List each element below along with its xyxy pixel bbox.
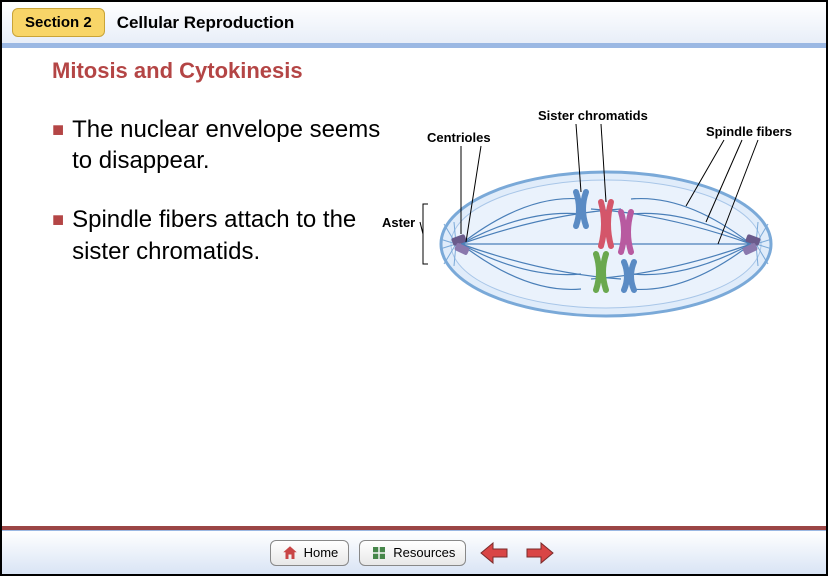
list-item: ■ Spindle fibers attach to the sister ch… (52, 204, 396, 266)
label-sister-chromatids: Sister chromatids (538, 108, 648, 123)
chapter-title: Cellular Reproduction (117, 13, 295, 33)
label-aster: Aster (382, 215, 415, 230)
bullet-text: The nuclear envelope seems to disappear. (72, 114, 396, 176)
home-label: Home (304, 545, 339, 560)
next-button[interactable] (522, 538, 558, 568)
bullet-text: Spindle fibers attach to the sister chro… (72, 204, 396, 266)
footer-nav: Home Resources (2, 530, 826, 574)
slide: Section 2 Cellular Reproduction Mitosis … (0, 0, 828, 576)
list-item: ■ The nuclear envelope seems to disappea… (52, 114, 396, 176)
cell-svg (406, 114, 806, 344)
content: ■ The nuclear envelope seems to disappea… (2, 84, 826, 344)
resources-button[interactable]: Resources (359, 540, 466, 566)
prev-button[interactable] (476, 538, 512, 568)
section-tab: Section 2 (12, 8, 105, 37)
arrow-right-icon (523, 539, 557, 567)
cell-diagram: Centrioles Sister chromatids Spindle fib… (406, 114, 806, 344)
accent-top (2, 44, 826, 48)
page-title: Mitosis and Cytokinesis (2, 44, 826, 84)
header: Section 2 Cellular Reproduction (2, 2, 826, 44)
resources-label: Resources (393, 545, 455, 560)
home-button[interactable]: Home (270, 540, 350, 566)
home-icon (281, 544, 299, 562)
arrow-left-icon (477, 539, 511, 567)
label-centrioles: Centrioles (427, 130, 491, 145)
bullet-icon: ■ (52, 117, 64, 176)
bullet-icon: ■ (52, 207, 64, 266)
label-spindle-fibers: Spindle fibers (706, 124, 792, 139)
bullet-list: ■ The nuclear envelope seems to disappea… (52, 114, 396, 344)
resources-icon (370, 544, 388, 562)
